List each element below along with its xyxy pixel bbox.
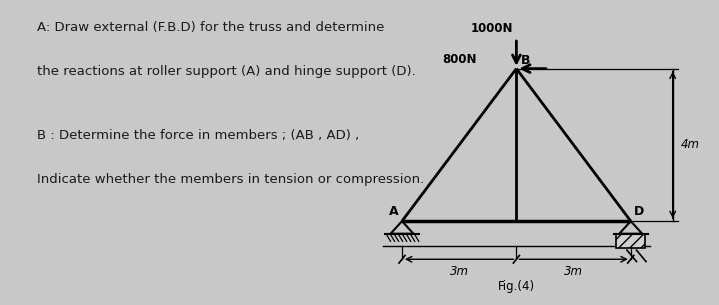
Text: Indicate whether the members in tension or compression.: Indicate whether the members in tension …	[37, 173, 425, 186]
Text: the reactions at roller support (A) and hinge support (D).: the reactions at roller support (A) and …	[37, 65, 416, 78]
Text: 1000N: 1000N	[471, 22, 513, 35]
Text: 4m: 4m	[681, 138, 700, 151]
Text: Fig.(4): Fig.(4)	[498, 280, 535, 293]
Text: 800N: 800N	[442, 52, 477, 66]
Text: B: B	[521, 54, 531, 67]
Text: A: Draw external (F.B.D) for the truss and determine: A: Draw external (F.B.D) for the truss a…	[37, 21, 385, 34]
Text: B : Determine the force in members ; (AB , AD) ,: B : Determine the force in members ; (AB…	[37, 129, 360, 142]
Text: 3m: 3m	[449, 265, 469, 278]
Text: D: D	[634, 205, 644, 218]
Bar	[616, 234, 645, 248]
Text: A: A	[389, 205, 399, 218]
Text: 3m: 3m	[564, 265, 583, 278]
